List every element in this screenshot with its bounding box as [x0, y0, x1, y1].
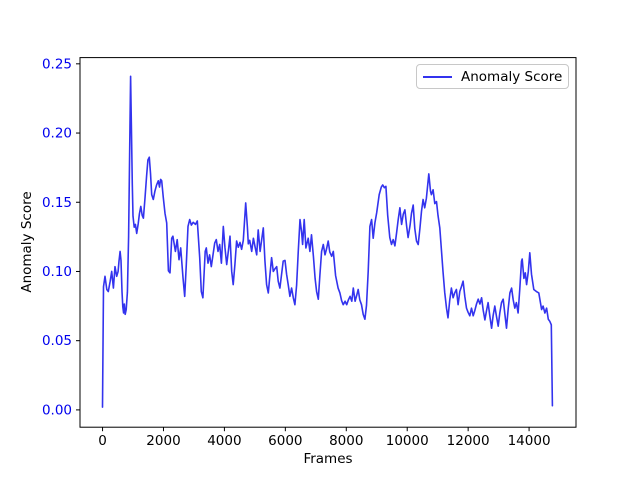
y-tick-label: 0.25: [42, 56, 72, 72]
x-tick-label: 4000: [207, 433, 241, 449]
y-tick-label: 0.20: [42, 126, 72, 142]
legend-label: Anomaly Score: [461, 68, 563, 85]
x-tick-label: 8000: [329, 433, 363, 449]
x-tick-label: 2000: [146, 433, 180, 449]
x-tick-label: 0: [98, 433, 107, 449]
y-tick-label: 0.05: [42, 333, 72, 349]
x-tick-label: 6000: [268, 433, 302, 449]
anomaly-score-line: [101, 75, 554, 408]
x-axis-label: Frames: [303, 451, 353, 467]
x-tick-label: 10000: [386, 433, 429, 449]
y-tick-label: 0.15: [42, 195, 72, 211]
y-tick-label: 0.00: [42, 402, 72, 418]
axes-frame: [79, 57, 577, 428]
x-tick-label: 14000: [508, 433, 551, 449]
x-tick-label: 12000: [447, 433, 490, 449]
legend-line-sample: [423, 75, 452, 78]
y-axis-label: Anomaly Score: [19, 191, 35, 293]
legend: Anomaly Score: [416, 64, 569, 89]
y-tick-label: 0.10: [42, 264, 72, 280]
